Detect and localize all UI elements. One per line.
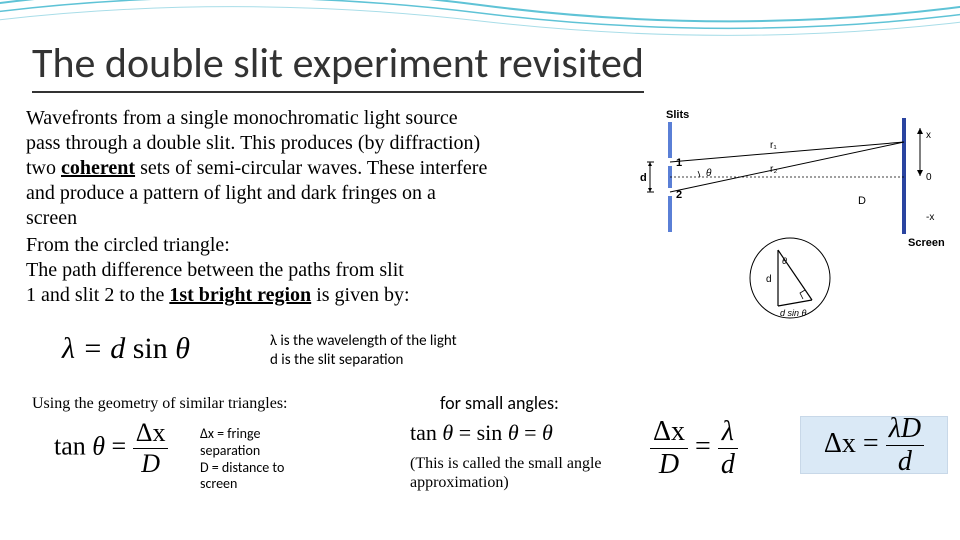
svg-text:0: 0 [926,172,932,183]
svg-text:r₂: r₂ [770,164,777,175]
theta-3c: θ [542,420,553,445]
fn-l2: D = distance to screen [200,459,284,493]
d-sym-1: d [110,332,125,365]
theta-sym-1: θ [175,332,190,365]
circ-l2: The path difference between the paths fr… [26,259,404,281]
circled-paragraph: From the circled triangle: The path diff… [26,233,556,308]
circ-l3b: is given by: [311,284,409,306]
fringe-note: Δx = fringe separation D = distance to s… [200,426,320,493]
D-sym-2: D [659,449,679,480]
eq-sign-1: = [83,332,111,365]
small-angle-note: (This is called the small angle approxim… [410,454,620,492]
equation-ratio: Δx D = λ d [650,416,738,481]
wavelength-note: λ is the wavelength of the light d is th… [270,332,457,370]
slide-title: The double slit experiment revisited [32,38,644,93]
theta-sym-2: θ [92,431,105,460]
coherent-word: coherent [61,157,135,179]
svg-text:Slits: Slits [666,109,689,121]
tan-fn: tan [54,431,86,460]
eq-sign-5: = [863,427,886,458]
d-sym-3: d [898,446,912,477]
circ-l3a: 1 and slit 2 to the [26,284,169,306]
svg-text:-x: -x [926,212,934,223]
eq-sign-3b: = [524,420,542,445]
lambda-2: λ [722,416,734,447]
deltax-1: Δx [136,418,166,447]
lambda-3: λ [889,413,901,444]
eq-sign-3a: = [459,420,477,445]
intro-l4: and produce a pattern of light and dark … [26,182,436,204]
svg-text:θ: θ [706,168,712,179]
svg-text:x: x [926,130,931,141]
svg-text:r₁: r₁ [770,140,777,151]
svg-text:1: 1 [676,157,682,169]
eq-sign-2: = [112,431,133,460]
intro-l1: Wavefronts from a single monochromatic l… [26,107,458,129]
intro-l3a: two [26,157,61,179]
equation-small-angle: tan θ = sin θ = θ [410,420,553,446]
fn-l1: Δx = fringe separation [200,425,260,459]
svg-text:θ: θ [782,256,787,266]
equation-lambda: λ = d sin θ [62,332,190,366]
equation-tan: tan θ = Δx D [54,418,168,479]
svg-text:d sin θ: d sin θ [780,308,807,318]
theta-3b: θ [508,420,519,445]
sin-fn: sin [133,332,168,365]
deltax-3: Δx [824,427,856,458]
equation-result-box: Δx = λD d [800,416,948,474]
bright-region: 1st bright region [169,284,311,306]
svg-text:D: D [858,195,866,207]
sin-fn-2: sin [477,420,503,445]
wl-l1: λ is the wavelength of the light [270,332,457,350]
circ-l1: From the circled triangle: [26,234,230,256]
deltax-2: Δx [653,416,685,447]
intro-l3b: sets of semi-circular waves. These inter… [135,157,487,179]
intro-l5: screen [26,207,77,229]
double-slit-diagram: Slits 1 2 d Screen x 0 -x r₁ r₂ θ D [640,106,946,322]
small-angle-label: for small angles: [440,392,559,414]
d-sym-2: d [721,449,735,480]
svg-text:Screen: Screen [908,237,945,249]
similar-triangles-text: Using the geometry of similar triangles: [32,395,288,413]
svg-text:d: d [766,274,772,285]
D-sym-3: D [901,413,921,444]
tan-fn-2: tan [410,420,437,445]
wl-l2: d is the slit separation [270,351,403,369]
intro-l2: pass through a double slit. This produce… [26,132,480,154]
intro-paragraph: Wavefronts from a single monochromatic l… [26,106,616,231]
eq-sign-4: = [695,431,718,462]
D-sym-1: D [141,449,160,478]
equation-result: Δx = λD d [824,413,924,478]
theta-3a: θ [442,420,453,445]
lambda-sym: λ [62,332,75,365]
svg-text:d: d [640,172,647,184]
